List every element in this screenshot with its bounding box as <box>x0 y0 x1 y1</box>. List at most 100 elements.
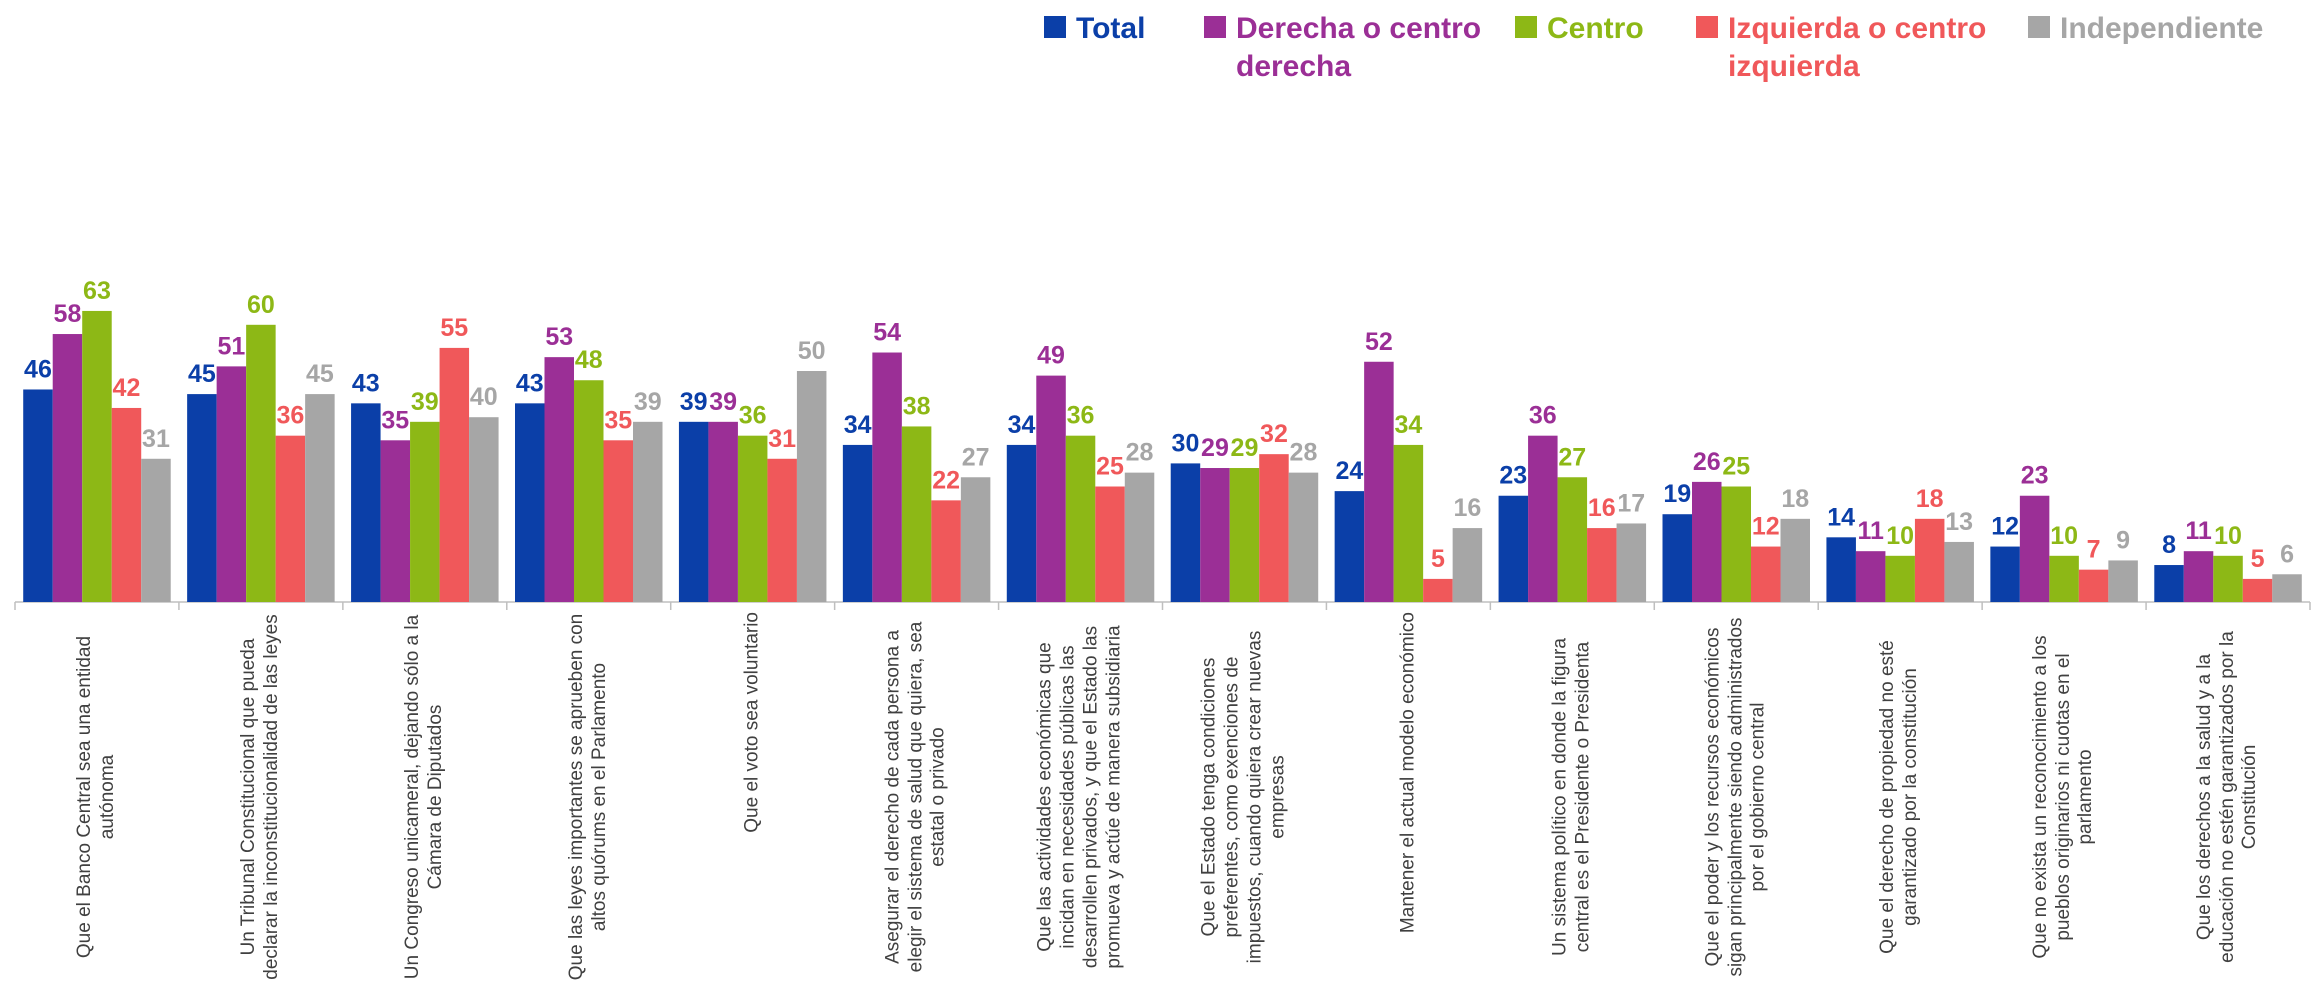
bar <box>1124 472 1155 602</box>
data-label: 10 <box>2050 522 2078 550</box>
legend-swatch <box>2028 16 2050 38</box>
bar <box>872 352 902 602</box>
legend-label: Centro <box>1547 12 1644 45</box>
data-label: 40 <box>470 383 498 411</box>
data-label: 34 <box>1008 411 1036 439</box>
data-label: 43 <box>516 369 544 397</box>
data-label: 10 <box>1886 522 1914 550</box>
data-label: 53 <box>545 323 573 351</box>
data-label: 36 <box>276 402 304 430</box>
bar <box>1229 468 1260 602</box>
x-tick-label-box: Un Congreso unicameral, dejando sólo a l… <box>350 612 500 982</box>
bar <box>737 435 768 602</box>
bar <box>708 421 738 602</box>
data-label: 11 <box>1857 517 1884 545</box>
data-label: 9 <box>2116 526 2130 554</box>
data-label: 34 <box>844 411 872 439</box>
legend-label: Independiente <box>2060 12 2264 45</box>
x-tick-label-box: Que el Banco Central sea una entidad aut… <box>22 612 172 982</box>
bar <box>1200 468 1230 602</box>
bar <box>1780 518 1810 602</box>
data-label: 39 <box>634 388 662 416</box>
bar <box>2213 555 2243 602</box>
legend-swatch <box>1204 16 1226 38</box>
bar <box>380 440 411 602</box>
bar <box>1855 551 1886 602</box>
bar <box>1452 528 1483 602</box>
data-label: 11 <box>2185 517 2212 545</box>
data-label: 5 <box>2251 545 2265 573</box>
bar <box>1826 537 1856 602</box>
bar <box>246 324 276 602</box>
legend-item: Derecha o centro derecha <box>1204 10 1504 85</box>
bar <box>1692 481 1722 602</box>
data-label: 25 <box>1722 453 1750 481</box>
data-label: 60 <box>247 291 275 319</box>
data-label: 27 <box>1558 443 1586 471</box>
data-label: 22 <box>932 466 960 494</box>
legend-label: Derecha o centro derecha <box>1236 12 1482 83</box>
x-tick-label: Que los derechos a la salud y a la educa… <box>2193 631 2261 963</box>
data-label: 18 <box>1916 485 1944 513</box>
x-tick-label: Que el poder y los recursos económicos s… <box>1702 617 1769 977</box>
bar <box>544 357 574 602</box>
data-label: 13 <box>1945 508 1973 536</box>
data-label: 46 <box>24 355 52 383</box>
bar <box>1288 472 1319 602</box>
bar <box>960 477 991 602</box>
x-tick-label: Que el derecho de propiedad no esté gara… <box>1877 640 1922 954</box>
bar <box>410 421 440 602</box>
bar <box>1557 477 1588 602</box>
data-label: 43 <box>352 369 380 397</box>
x-tick-label-box: Que el derecho de propiedad no esté gara… <box>1825 612 1975 982</box>
data-label: 30 <box>1172 429 1200 457</box>
data-label: 18 <box>1781 485 1809 513</box>
data-label: 28 <box>1126 439 1154 467</box>
data-label: 38 <box>903 392 931 420</box>
bar <box>2019 495 2050 602</box>
bar <box>1914 518 1945 602</box>
data-label: 36 <box>1067 402 1095 430</box>
data-label: 39 <box>411 388 439 416</box>
data-label: 34 <box>1394 411 1422 439</box>
bar <box>275 435 306 602</box>
data-label: 31 <box>768 425 796 453</box>
bar <box>2183 551 2214 602</box>
data-label: 16 <box>1588 494 1616 522</box>
x-tick-label: Que las leyes importantes se aprueben co… <box>565 613 610 981</box>
data-label: 52 <box>1365 328 1393 356</box>
legend-label: Total <box>1076 12 1146 45</box>
bar <box>1587 528 1617 602</box>
data-label: 28 <box>1290 439 1318 467</box>
bar <box>1885 555 1915 602</box>
x-tick-label-box: Que no exista un reconocimiento a los pu… <box>1989 612 2139 982</box>
data-label: 63 <box>83 277 111 305</box>
data-label: 10 <box>2214 522 2242 550</box>
data-label: 39 <box>709 388 737 416</box>
x-tick-label-box: Un sistema político en donde la figura c… <box>1497 612 1647 982</box>
data-label: 39 <box>680 388 708 416</box>
data-label: 24 <box>1335 457 1363 485</box>
bar <box>1095 486 1125 602</box>
bar <box>351 403 381 602</box>
legend-item: Independiente <box>2028 10 2308 48</box>
bar <box>1036 375 1066 602</box>
bar <box>1498 495 1529 602</box>
data-label: 36 <box>739 402 767 430</box>
bar <box>1334 491 1365 602</box>
data-label: 54 <box>873 319 901 347</box>
bar <box>767 458 797 602</box>
bar <box>2078 569 2109 602</box>
data-label: 16 <box>1453 494 1481 522</box>
data-label: 45 <box>188 360 216 388</box>
bar <box>574 380 604 602</box>
data-label: 12 <box>1991 513 2019 541</box>
bar <box>633 421 663 602</box>
x-tick-label-box: Un Tribunal Constitucional que pueda dec… <box>186 612 336 982</box>
bar <box>52 334 83 602</box>
x-tick-label: Un Tribunal Constitucional que pueda dec… <box>238 614 282 980</box>
data-label: 45 <box>306 360 334 388</box>
legend-swatch <box>1696 16 1718 38</box>
x-tick-label-box: Que las leyes importantes se aprueben co… <box>514 612 664 982</box>
